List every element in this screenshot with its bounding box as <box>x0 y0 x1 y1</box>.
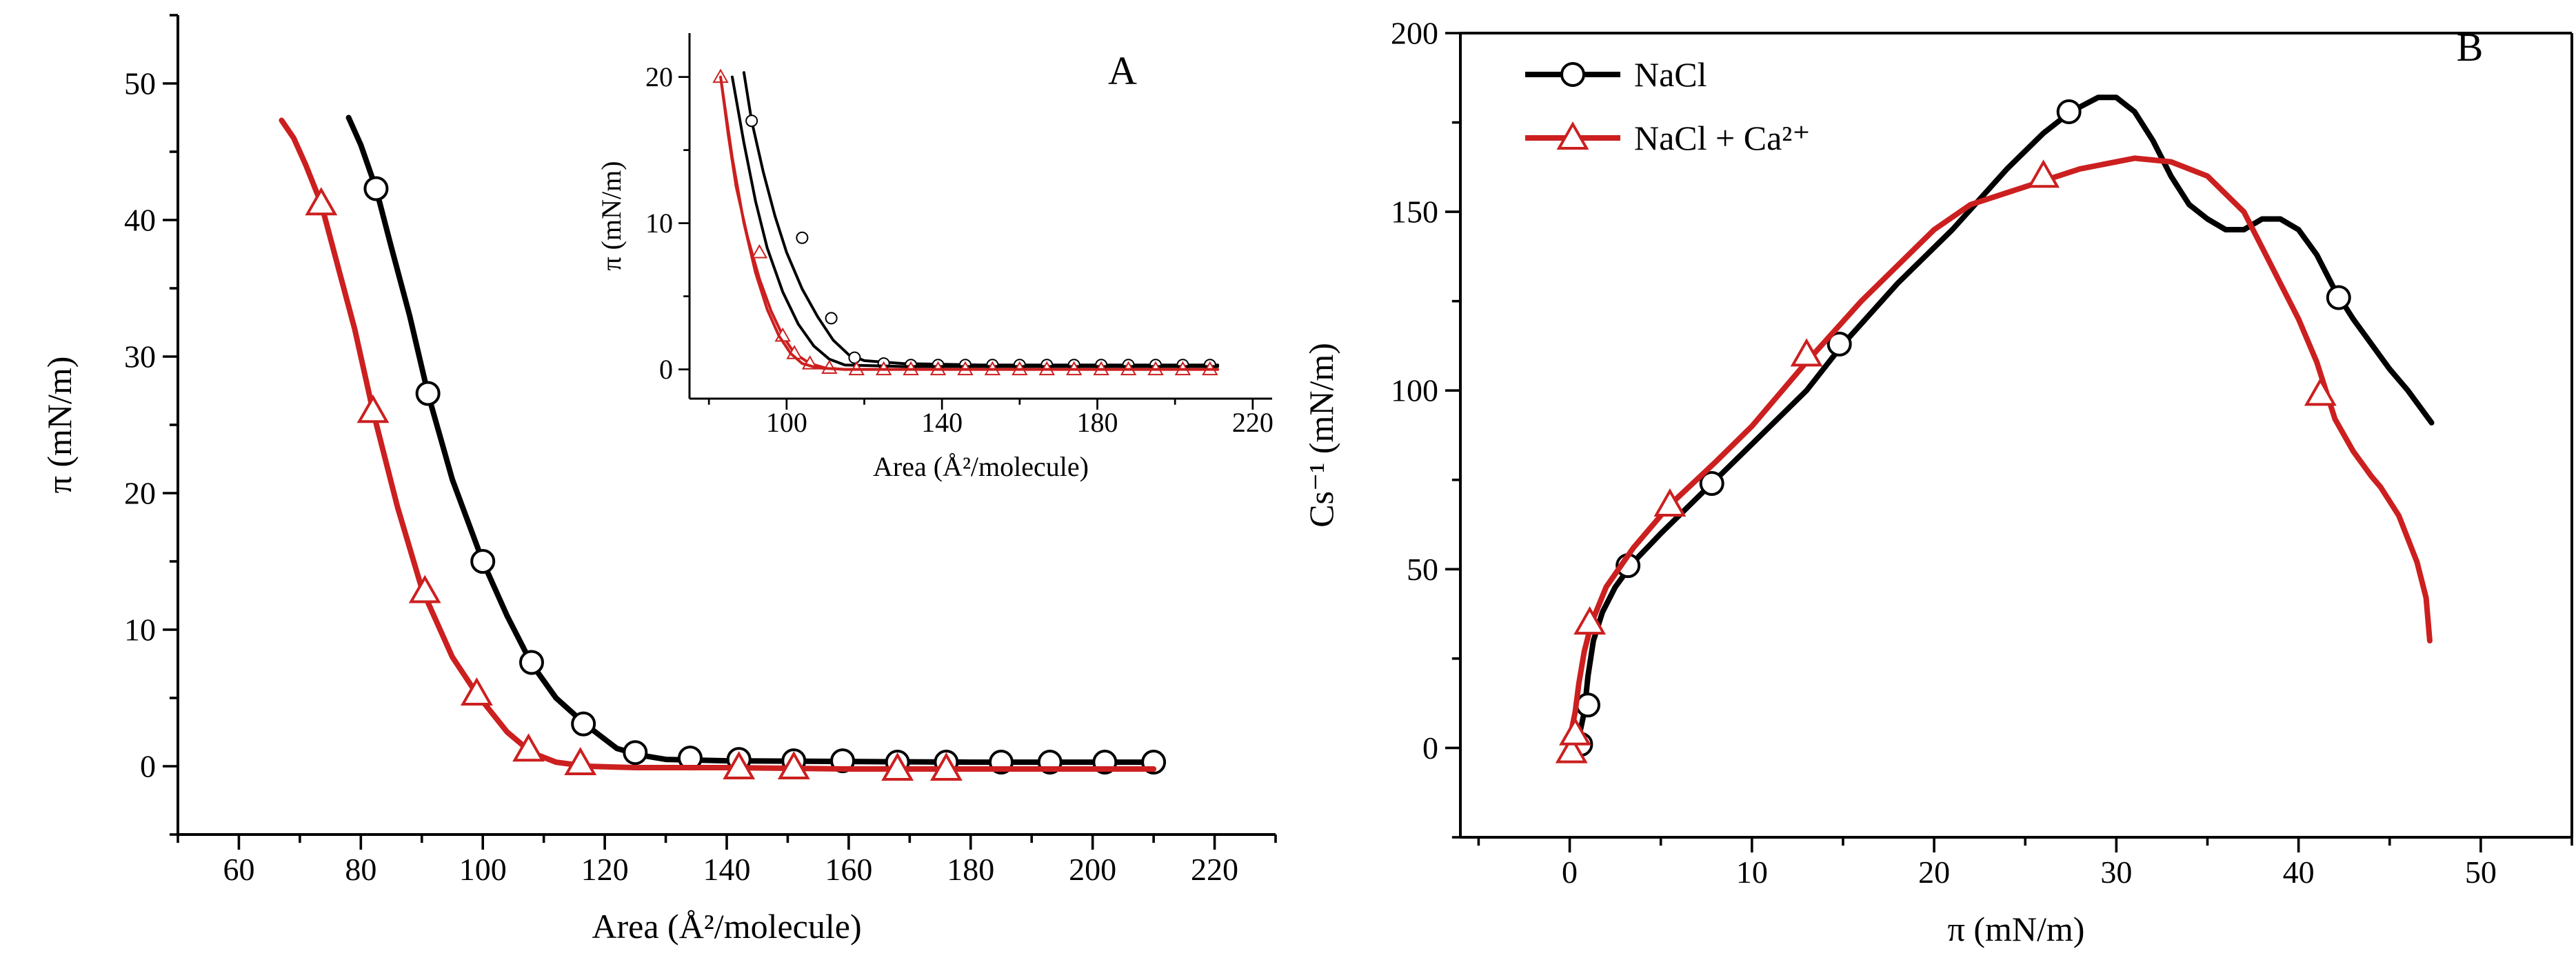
y-tick-label: 0 <box>1422 730 1438 766</box>
series-line-nacl_ca <box>1567 155 2433 751</box>
data-point-nacl_ca <box>2027 159 2060 188</box>
data-point-nacl_ca <box>1555 735 1588 763</box>
series-line-nacl <box>742 71 1220 367</box>
data-point-nacl <box>848 351 861 364</box>
legend-label-nacl: NaCl <box>1634 55 1707 94</box>
x-tick-label: 40 <box>2283 855 2315 890</box>
x-tick-label: 140 <box>921 407 963 438</box>
data-point-nacl_ca <box>356 394 390 423</box>
data-point-nacl_ca <box>1790 338 1823 367</box>
series-line-nacl_ca <box>719 75 1220 371</box>
series-line-nacl <box>1572 94 2435 751</box>
x-tick-label: 80 <box>345 852 376 887</box>
data-point-nacl <box>745 114 758 128</box>
data-point-nacl <box>1827 331 1852 357</box>
x-tick-label: 160 <box>825 852 872 887</box>
panel-b-chart: 0 10 20 30 40 50 0 50 100 150 200 π (mN/m) Cs⁻¹ (mN/… <box>1302 16 2573 948</box>
x-tick-label: 220 <box>1191 852 1238 887</box>
y-tick-label: 30 <box>124 339 156 374</box>
x-tick-label: 0 <box>1562 855 1578 890</box>
x-tick-label: 60 <box>223 852 254 887</box>
panel-a-chart: 60 80 100 120 140 160 180 200 22001020304050Area… <box>40 14 1277 946</box>
y-axis-title: Cs⁻¹ (mN/m) <box>1302 343 1340 528</box>
y-tick-label: 0 <box>659 354 673 385</box>
data-point-nacl_ca <box>564 747 597 776</box>
data-point-nacl_ca <box>1653 488 1687 517</box>
y-axis-title: π (mN/m) <box>40 357 79 494</box>
data-point-nacl_ca <box>777 750 810 779</box>
data-point-nacl_ca <box>2304 377 2337 406</box>
data-point-nacl_ca <box>723 750 756 779</box>
legend: NaCl NaCl + Ca²⁺ <box>1525 55 1811 157</box>
data-point-nacl <box>1699 470 1724 496</box>
legend-label-nacl_ca: NaCl + Ca²⁺ <box>1634 119 1811 157</box>
data-point-nacl <box>2056 99 2082 125</box>
data-point-nacl_ca <box>751 243 768 259</box>
y-tick-label: 20 <box>645 61 673 92</box>
x-tick-label: 30 <box>2100 855 2132 890</box>
x-tick-label: 220 <box>1232 407 1274 438</box>
y-tick-label: 50 <box>1407 552 1438 587</box>
y-tick-label: 20 <box>124 476 156 511</box>
data-point-nacl <box>363 176 389 201</box>
x-axis-title: π (mN/m) <box>1948 910 2085 948</box>
y-tick-label: 150 <box>1391 194 1438 230</box>
series-line-nacl <box>345 114 1157 766</box>
data-point-nacl_ca <box>408 575 441 603</box>
x-tick-label: 10 <box>1736 855 1768 890</box>
data-point-nacl_ca <box>1559 717 1591 746</box>
legend-marker-nacl_ca <box>1556 121 1589 150</box>
x-axis-title: Area (Å²/molecule) <box>592 907 861 946</box>
series-line-nacl_ca <box>279 117 1157 772</box>
y-tick-label: 100 <box>1391 373 1438 408</box>
inset-chart: 100 140 180 220 0 10 20 Area (Å²/molecule) π (mN… <box>596 33 1274 482</box>
y-axis-title: π (mN/m) <box>596 161 627 270</box>
y-tick-label: 0 <box>140 749 156 784</box>
y-tick-label: 40 <box>124 203 156 238</box>
x-tick-label: 200 <box>1069 852 1116 887</box>
legend-marker-nacl <box>1560 62 1585 87</box>
series-line-nacl <box>731 75 1220 368</box>
x-tick-label: 100 <box>459 852 507 887</box>
x-tick-label: 180 <box>1077 407 1118 438</box>
data-point-nacl <box>519 650 544 675</box>
data-point-nacl <box>415 381 441 406</box>
y-tick-label: 200 <box>1391 16 1438 51</box>
x-tick-label: 100 <box>766 407 807 438</box>
data-point-nacl <box>825 312 838 325</box>
x-tick-label: 140 <box>703 852 751 887</box>
x-tick-label: 20 <box>1918 855 1950 890</box>
x-tick-label: 120 <box>581 852 629 887</box>
data-point-nacl <box>623 740 648 766</box>
data-point-nacl_ca <box>881 752 914 781</box>
data-point-nacl <box>1575 692 1600 718</box>
series-line-nacl_ca <box>719 75 1220 371</box>
data-point-nacl_ca <box>305 187 338 216</box>
data-point-nacl <box>796 231 809 244</box>
data-point-nacl_ca <box>1573 606 1607 635</box>
panel-label-b: B <box>2457 25 2484 70</box>
x-axis-title: Area (Å²/molecule) <box>873 451 1089 482</box>
x-tick-label: 50 <box>2465 855 2497 890</box>
data-point-nacl <box>470 549 496 574</box>
data-point-nacl_ca <box>929 752 963 781</box>
y-tick-label: 10 <box>124 612 156 648</box>
y-tick-label: 50 <box>124 66 156 101</box>
data-point-nacl <box>2326 285 2351 310</box>
y-tick-label: 10 <box>645 208 673 239</box>
data-point-nacl_ca <box>460 677 493 706</box>
panel-label-a: A <box>1108 48 1137 93</box>
data-point-nacl_ca <box>512 733 545 762</box>
data-point-nacl <box>571 711 596 737</box>
x-tick-label: 180 <box>947 852 994 887</box>
